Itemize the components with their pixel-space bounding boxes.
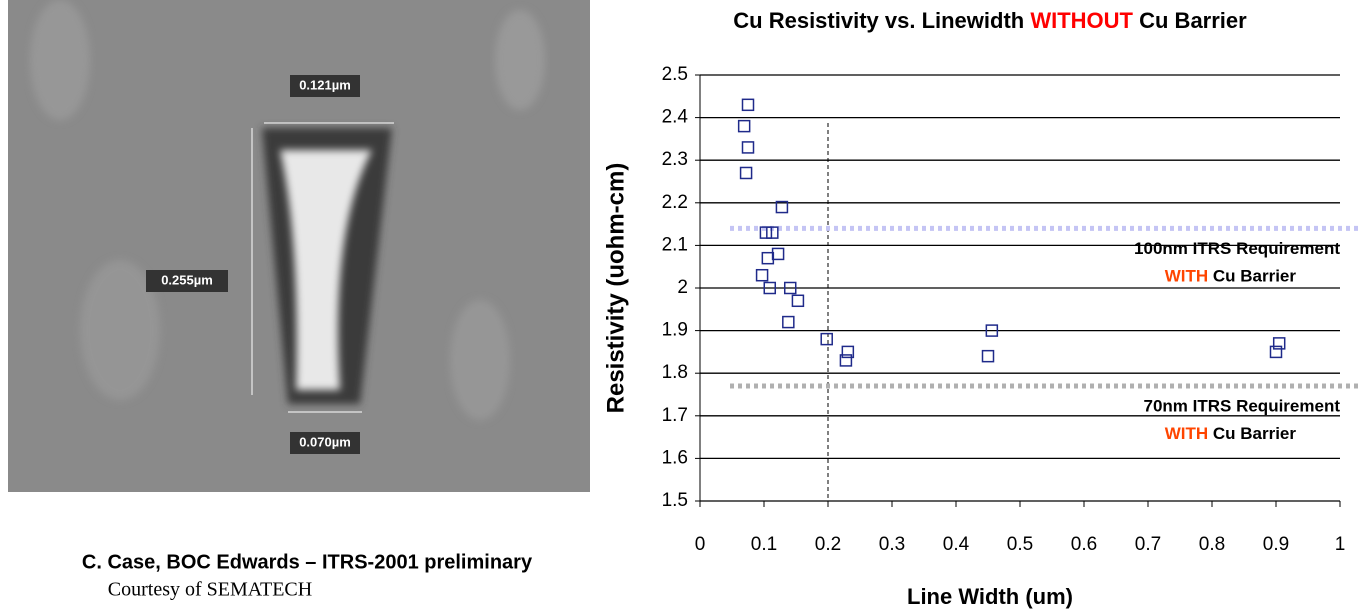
x-tick-label: 0.2	[815, 534, 841, 555]
credit: Courtesy of SEMATECH	[108, 579, 312, 601]
y-tick-label: 1.7	[662, 405, 688, 426]
y-tick-label: 2.2	[662, 192, 688, 213]
point	[841, 345, 855, 359]
measurement: 0.255µm	[161, 272, 213, 287]
suffix: Cu Barrier	[1213, 267, 1297, 286]
x-tick-label: 0.7	[1135, 534, 1161, 555]
point	[759, 226, 773, 239]
measurement: 0.070µm	[299, 434, 351, 449]
point	[763, 281, 777, 295]
x-tick-label: 0.5	[1007, 534, 1033, 555]
sem-image: 0.121µm 0.255µm 0.070µm	[8, 0, 590, 492]
point	[783, 281, 797, 295]
x-tick-label: 0.3	[879, 534, 905, 555]
point	[755, 268, 769, 282]
y-tick-label: 1.6	[662, 447, 688, 468]
y-tick-label: 1.5	[662, 490, 688, 511]
caption: C. Case, BOC Edwards – ITRS-2001 prelimi…	[82, 551, 533, 573]
y-tick-label: 1.9	[662, 320, 688, 341]
requirement-label: 70nm ITRS Requirement	[1144, 396, 1341, 415]
y-tick-label: 2.1	[662, 234, 688, 255]
point	[741, 141, 755, 154]
title-part: Cu Barrier	[1133, 8, 1247, 33]
point	[739, 166, 753, 180]
x-axis-title: Line Width (um)	[907, 584, 1073, 609]
x-tick-label: 0.1	[751, 534, 777, 555]
y-tick-label: 2.3	[662, 149, 688, 170]
point	[761, 251, 775, 265]
point	[766, 226, 779, 239]
point	[741, 98, 755, 112]
requirement-label: 100nm ITRS Requirement	[1134, 239, 1340, 258]
emphasis: WITH	[1165, 267, 1208, 286]
x-tick-label: 0	[695, 534, 706, 555]
point	[775, 200, 789, 214]
point	[771, 247, 785, 261]
point	[839, 354, 853, 367]
x-tick-label: 0.9	[1263, 534, 1289, 555]
x-tick-label: 0.4	[943, 534, 970, 555]
suffix: Cu Barrier	[1213, 424, 1297, 443]
y-axis-title: Resistivity (uohm-cm)	[602, 163, 629, 414]
y-tick-label: 2.4	[662, 107, 689, 128]
point	[985, 324, 999, 337]
requirement-note: WITH Cu Barrier	[1165, 424, 1297, 443]
point	[820, 332, 833, 346]
measurement: 0.121µm	[299, 77, 351, 92]
requirement-note: WITH Cu Barrier	[1165, 267, 1297, 286]
point	[1269, 345, 1283, 359]
point	[981, 349, 995, 363]
y-tick-label: 2	[677, 277, 688, 298]
chart-title: Cu Resistivity vs. Linewidth WITHOUT Cu …	[733, 8, 1247, 33]
title-part: WITHOUT	[1030, 8, 1133, 33]
x-tick-label: 0.8	[1199, 534, 1225, 555]
point	[1272, 337, 1286, 350]
y-tick-label: 2.5	[662, 64, 688, 85]
emphasis: WITH	[1165, 424, 1208, 443]
y-tick-label: 1.8	[662, 362, 688, 383]
x-tick-label: 0.6	[1071, 534, 1097, 555]
title-part: Cu Resistivity vs. Linewidth	[733, 8, 1030, 33]
point	[737, 119, 751, 133]
point	[791, 294, 805, 308]
x-tick-label: 1	[1335, 534, 1346, 555]
point	[782, 315, 795, 329]
